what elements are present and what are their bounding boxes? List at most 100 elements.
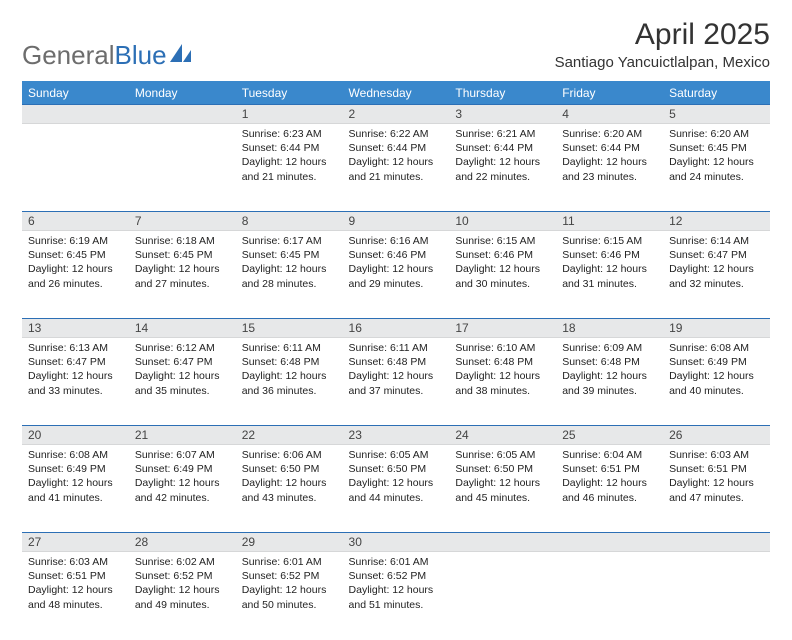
day-number-cell: 18 <box>556 319 663 338</box>
sunset-text: Sunset: 6:45 PM <box>135 248 230 262</box>
sunrise-text: Sunrise: 6:07 AM <box>135 448 230 462</box>
day-number: 11 <box>556 212 663 230</box>
day-number-cell: 1 <box>236 105 343 124</box>
day-number-cell: 13 <box>22 319 129 338</box>
daynum-row: 12345 <box>22 105 770 124</box>
daynum-row: 27282930 <box>22 533 770 552</box>
day-details: Sunrise: 6:16 AMSunset: 6:46 PMDaylight:… <box>343 231 450 297</box>
sunrise-text: Sunrise: 6:12 AM <box>135 341 230 355</box>
sunrise-text: Sunrise: 6:15 AM <box>562 234 657 248</box>
day-body-row: Sunrise: 6:19 AMSunset: 6:45 PMDaylight:… <box>22 231 770 319</box>
sunset-text: Sunset: 6:47 PM <box>28 355 123 369</box>
sunset-text: Sunset: 6:48 PM <box>562 355 657 369</box>
day-details: Sunrise: 6:09 AMSunset: 6:48 PMDaylight:… <box>556 338 663 404</box>
daynum-row: 6789101112 <box>22 212 770 231</box>
day-number: 14 <box>129 319 236 337</box>
day-number-cell: 2 <box>343 105 450 124</box>
sunset-text: Sunset: 6:52 PM <box>349 569 444 583</box>
weekday-header: Thursday <box>449 82 556 105</box>
day-cell <box>129 124 236 212</box>
day-cell: Sunrise: 6:14 AMSunset: 6:47 PMDaylight:… <box>663 231 770 319</box>
day-details: Sunrise: 6:03 AMSunset: 6:51 PMDaylight:… <box>663 445 770 511</box>
sunset-text: Sunset: 6:51 PM <box>669 462 764 476</box>
day-number: 21 <box>129 426 236 444</box>
day-number: 13 <box>22 319 129 337</box>
day-details: Sunrise: 6:12 AMSunset: 6:47 PMDaylight:… <box>129 338 236 404</box>
sunset-text: Sunset: 6:44 PM <box>455 141 550 155</box>
sunset-text: Sunset: 6:51 PM <box>562 462 657 476</box>
day-cell: Sunrise: 6:03 AMSunset: 6:51 PMDaylight:… <box>663 445 770 533</box>
weekday-header: Saturday <box>663 82 770 105</box>
sunrise-text: Sunrise: 6:14 AM <box>669 234 764 248</box>
daylight-text: Daylight: 12 hours and 51 minutes. <box>349 583 444 611</box>
daylight-text: Daylight: 12 hours and 35 minutes. <box>135 369 230 397</box>
day-number-cell: 27 <box>22 533 129 552</box>
day-cell: Sunrise: 6:08 AMSunset: 6:49 PMDaylight:… <box>22 445 129 533</box>
daynum-row: 13141516171819 <box>22 319 770 338</box>
day-number: 25 <box>556 426 663 444</box>
day-number-cell: 28 <box>129 533 236 552</box>
day-details <box>556 552 663 561</box>
day-body-row: Sunrise: 6:23 AMSunset: 6:44 PMDaylight:… <box>22 124 770 212</box>
day-details: Sunrise: 6:11 AMSunset: 6:48 PMDaylight:… <box>236 338 343 404</box>
day-number-cell <box>449 533 556 552</box>
daylight-text: Daylight: 12 hours and 47 minutes. <box>669 476 764 504</box>
sunset-text: Sunset: 6:44 PM <box>562 141 657 155</box>
day-details: Sunrise: 6:05 AMSunset: 6:50 PMDaylight:… <box>449 445 556 511</box>
daylight-text: Daylight: 12 hours and 41 minutes. <box>28 476 123 504</box>
daylight-text: Daylight: 12 hours and 30 minutes. <box>455 262 550 290</box>
daylight-text: Daylight: 12 hours and 26 minutes. <box>28 262 123 290</box>
day-cell: Sunrise: 6:11 AMSunset: 6:48 PMDaylight:… <box>343 338 450 426</box>
day-number-cell: 5 <box>663 105 770 124</box>
daylight-text: Daylight: 12 hours and 37 minutes. <box>349 369 444 397</box>
sunrise-text: Sunrise: 6:04 AM <box>562 448 657 462</box>
day-number-cell: 25 <box>556 426 663 445</box>
day-details: Sunrise: 6:13 AMSunset: 6:47 PMDaylight:… <box>22 338 129 404</box>
day-cell: Sunrise: 6:19 AMSunset: 6:45 PMDaylight:… <box>22 231 129 319</box>
brand-name: GeneralBlue <box>22 40 167 71</box>
day-number: 2 <box>343 105 450 123</box>
calendar-table: Sunday Monday Tuesday Wednesday Thursday… <box>22 81 770 640</box>
day-cell: Sunrise: 6:05 AMSunset: 6:50 PMDaylight:… <box>449 445 556 533</box>
sunrise-text: Sunrise: 6:01 AM <box>349 555 444 569</box>
sunrise-text: Sunrise: 6:15 AM <box>455 234 550 248</box>
daylight-text: Daylight: 12 hours and 40 minutes. <box>669 369 764 397</box>
sunset-text: Sunset: 6:48 PM <box>455 355 550 369</box>
day-details: Sunrise: 6:15 AMSunset: 6:46 PMDaylight:… <box>449 231 556 297</box>
day-details: Sunrise: 6:07 AMSunset: 6:49 PMDaylight:… <box>129 445 236 511</box>
day-number-cell: 17 <box>449 319 556 338</box>
day-number-cell <box>663 533 770 552</box>
day-number-cell: 6 <box>22 212 129 231</box>
day-details <box>22 124 129 133</box>
day-number-cell: 23 <box>343 426 450 445</box>
day-details: Sunrise: 6:14 AMSunset: 6:47 PMDaylight:… <box>663 231 770 297</box>
day-details: Sunrise: 6:01 AMSunset: 6:52 PMDaylight:… <box>236 552 343 618</box>
day-details: Sunrise: 6:05 AMSunset: 6:50 PMDaylight:… <box>343 445 450 511</box>
sunrise-text: Sunrise: 6:17 AM <box>242 234 337 248</box>
daylight-text: Daylight: 12 hours and 28 minutes. <box>242 262 337 290</box>
day-number-cell: 24 <box>449 426 556 445</box>
day-number: 28 <box>129 533 236 551</box>
sunrise-text: Sunrise: 6:22 AM <box>349 127 444 141</box>
day-details: Sunrise: 6:02 AMSunset: 6:52 PMDaylight:… <box>129 552 236 618</box>
sunrise-text: Sunrise: 6:11 AM <box>242 341 337 355</box>
sunset-text: Sunset: 6:51 PM <box>28 569 123 583</box>
day-details: Sunrise: 6:17 AMSunset: 6:45 PMDaylight:… <box>236 231 343 297</box>
sunset-text: Sunset: 6:47 PM <box>669 248 764 262</box>
daylight-text: Daylight: 12 hours and 22 minutes. <box>455 155 550 183</box>
day-number-cell: 19 <box>663 319 770 338</box>
daylight-text: Daylight: 12 hours and 29 minutes. <box>349 262 444 290</box>
day-number: 12 <box>663 212 770 230</box>
day-cell: Sunrise: 6:15 AMSunset: 6:46 PMDaylight:… <box>556 231 663 319</box>
day-cell: Sunrise: 6:02 AMSunset: 6:52 PMDaylight:… <box>129 552 236 640</box>
daylight-text: Daylight: 12 hours and 50 minutes. <box>242 583 337 611</box>
sunrise-text: Sunrise: 6:01 AM <box>242 555 337 569</box>
day-cell <box>449 552 556 640</box>
day-number-cell: 12 <box>663 212 770 231</box>
day-details: Sunrise: 6:08 AMSunset: 6:49 PMDaylight:… <box>22 445 129 511</box>
day-number: 26 <box>663 426 770 444</box>
day-number-cell: 21 <box>129 426 236 445</box>
daylight-text: Daylight: 12 hours and 43 minutes. <box>242 476 337 504</box>
day-details: Sunrise: 6:19 AMSunset: 6:45 PMDaylight:… <box>22 231 129 297</box>
day-details: Sunrise: 6:08 AMSunset: 6:49 PMDaylight:… <box>663 338 770 404</box>
